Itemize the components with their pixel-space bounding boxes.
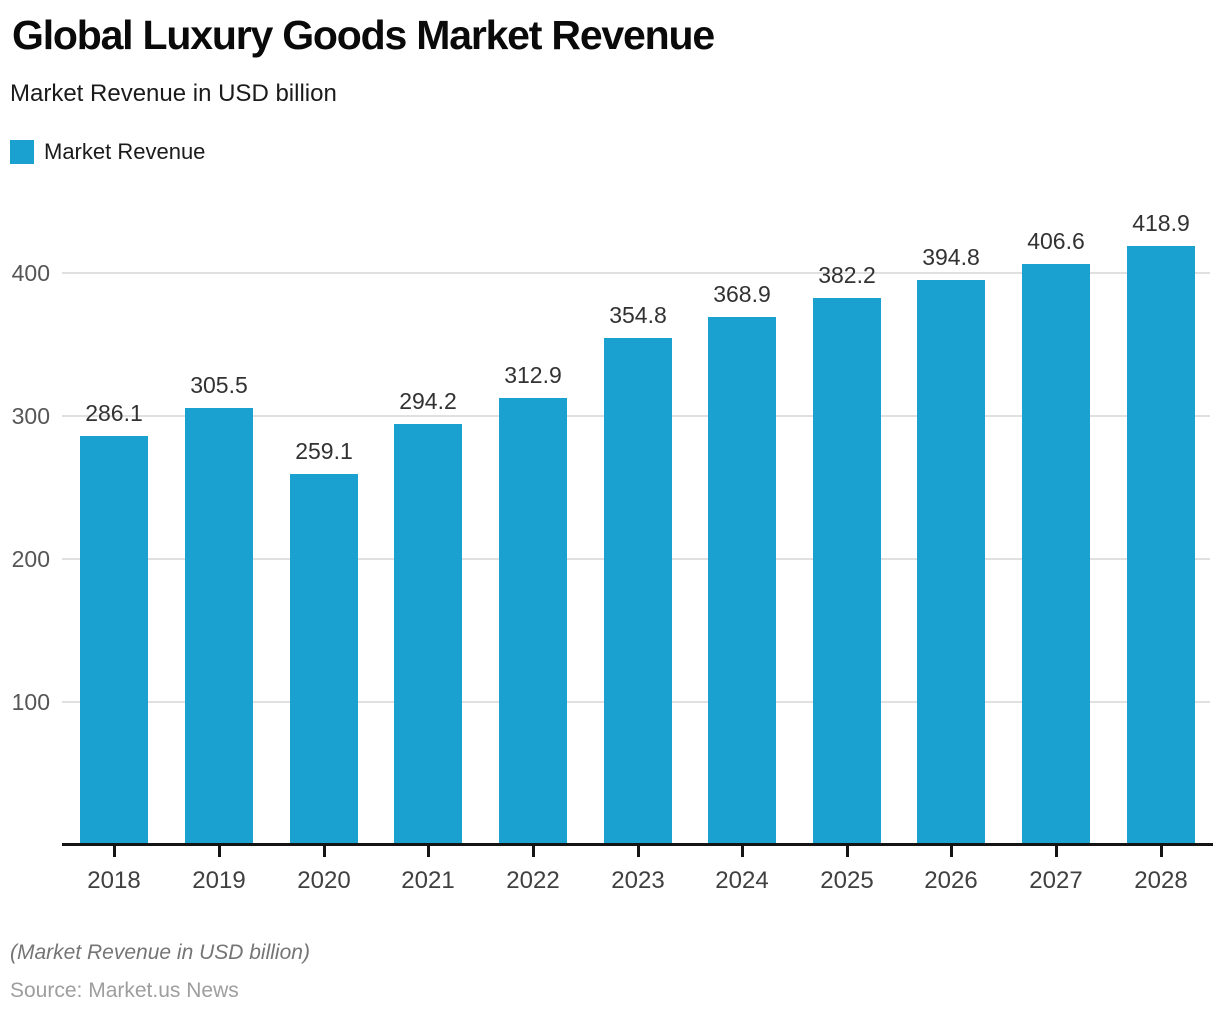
value-label-2022: 312.9 [504,362,562,388]
y-axis-label-300: 300 [11,403,50,429]
x-axis-tick-2024 [741,846,744,857]
bar-2020[interactable] [290,474,358,845]
value-label-2025: 382.2 [818,262,876,288]
value-label-2019: 305.5 [190,372,248,398]
x-axis-label-2025: 2025 [820,867,874,894]
value-label-2026: 394.8 [922,244,980,270]
x-axis-label-2028: 2028 [1134,867,1188,894]
y-axis-label-100: 100 [11,689,50,715]
value-label-2024: 368.9 [713,281,771,307]
x-axis-tick-2025 [846,846,849,857]
x-axis-tick-2021 [427,846,430,857]
x-axis-label-2023: 2023 [611,867,665,894]
y-axis-label-400: 400 [11,260,50,286]
x-axis-label-2022: 2022 [506,867,560,894]
x-axis-label-2027: 2027 [1029,867,1083,894]
value-label-2023: 354.8 [609,302,667,328]
x-axis-label-2018: 2018 [87,867,141,894]
value-label-2028: 418.9 [1132,210,1190,236]
x-axis-label-2021: 2021 [401,867,455,894]
x-axis-tick-2019 [218,846,221,857]
legend-swatch-icon [10,140,34,164]
x-axis-tick-2023 [637,846,640,857]
bar-2027[interactable] [1022,264,1090,845]
chart-source: Source: Market.us News [10,979,239,1002]
bar-2018[interactable] [80,436,148,845]
legend-label: Market Revenue [44,139,206,164]
value-label-2027: 406.6 [1027,228,1085,254]
y-axis-label-200: 200 [11,546,50,572]
value-label-2020: 259.1 [295,438,353,464]
bar-2019[interactable] [185,408,253,845]
x-axis-label-2026: 2026 [924,867,978,894]
bar-2021[interactable] [394,424,462,845]
bar-2022[interactable] [499,398,567,845]
x-axis-tick-2026 [950,846,953,857]
value-label-2018: 286.1 [85,400,143,426]
x-axis-tick-2020 [323,846,326,857]
x-axis-tick-2027 [1055,846,1058,857]
x-axis-label-2024: 2024 [715,867,769,894]
x-axis-tick-2018 [113,846,116,857]
gridline-400 [62,272,1210,274]
value-label-2021: 294.2 [399,388,457,414]
x-axis-tick-2028 [1160,846,1163,857]
x-axis-label-2020: 2020 [297,867,351,894]
bar-2024[interactable] [708,317,776,845]
bar-2023[interactable] [604,338,672,845]
chart-caption: (Market Revenue in USD billion) [10,941,310,964]
bar-2026[interactable] [917,280,985,845]
x-axis-line [62,843,1213,846]
x-axis-tick-2022 [532,846,535,857]
bar-2028[interactable] [1127,246,1195,845]
chart-title: Global Luxury Goods Market Revenue [12,12,715,58]
chart-subtitle: Market Revenue in USD billion [10,80,337,107]
x-axis-label-2019: 2019 [192,867,246,894]
bar-2025[interactable] [813,298,881,845]
legend-item-market-revenue[interactable]: Market Revenue [10,139,205,165]
